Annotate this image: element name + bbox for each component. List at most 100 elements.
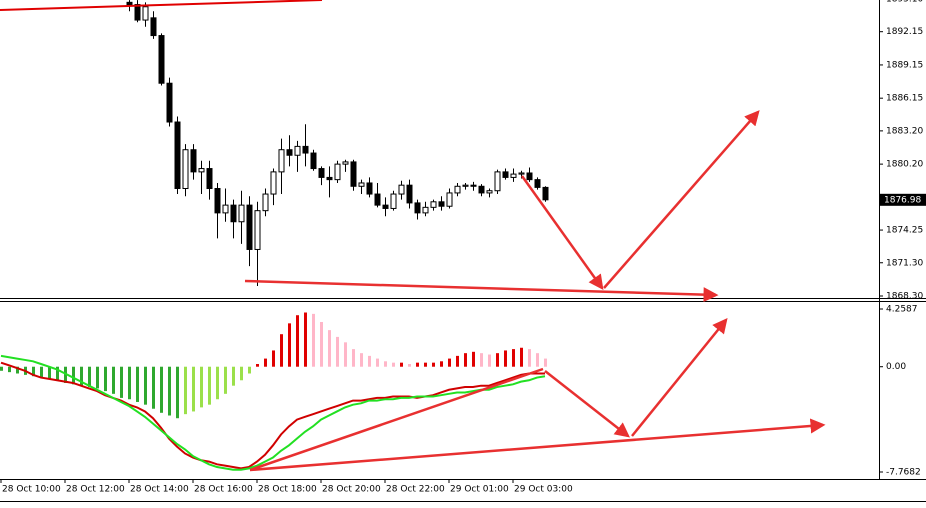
- candle-body: [126, 1, 133, 6]
- candle-body: [246, 204, 253, 250]
- histogram-bar: [104, 366, 107, 392]
- candle-body: [174, 121, 181, 190]
- histogram-bar: [320, 321, 323, 367]
- histogram-bar: [512, 349, 515, 367]
- candle-body: [358, 182, 365, 187]
- histogram-bar: [168, 366, 171, 416]
- candle-body: [222, 204, 229, 214]
- histogram-bar: [96, 366, 99, 389]
- histogram-bar: [488, 354, 491, 367]
- candle-body: [134, 4, 141, 21]
- histogram-bar: [504, 350, 507, 367]
- histogram-bar: [208, 366, 211, 405]
- candle-body: [342, 161, 349, 165]
- candle-body: [510, 173, 517, 178]
- drawings: [0, 0, 826, 472]
- candle-body: [310, 152, 317, 170]
- arrow: [244, 279, 719, 303]
- histogram-bar: [440, 361, 443, 367]
- histogram-bar: [304, 312, 307, 367]
- histogram-bar: [152, 366, 155, 409]
- histogram-bar: [456, 355, 459, 367]
- candle-body: [334, 163, 341, 181]
- histogram-bar: [336, 336, 339, 367]
- candle-body: [478, 185, 485, 194]
- y-tick-label: 1880.20: [886, 160, 923, 170]
- candle-body: [182, 149, 189, 190]
- marks: [0, 0, 549, 471]
- trend-line: [0, 0, 323, 11]
- trend-line: [249, 367, 544, 472]
- candle-body: [238, 204, 245, 223]
- histogram-bar: [248, 366, 251, 374]
- x-tick-label: 29 Oct 03:00: [514, 485, 573, 495]
- histogram-bar: [280, 334, 283, 367]
- x-tick-label: 28 Oct 18:00: [258, 485, 317, 495]
- x-tick-label: 28 Oct 12:00: [66, 485, 125, 495]
- histogram-bar: [200, 366, 203, 408]
- candle-body: [158, 35, 165, 84]
- y-tick-label: 1871.30: [886, 258, 923, 268]
- candle-body: [398, 184, 405, 195]
- histogram-bar: [256, 364, 259, 367]
- histogram-bar: [184, 366, 187, 415]
- x-tick-label: 28 Oct 22:00: [386, 485, 445, 495]
- candle-body: [318, 168, 325, 178]
- y-tick-label: 4.2587: [886, 305, 918, 315]
- candle-body: [390, 193, 397, 209]
- histogram-bar: [360, 353, 363, 367]
- candle-body: [366, 182, 373, 195]
- histogram-bar: [8, 366, 11, 373]
- y-tick-label: 1895.10: [886, 0, 923, 5]
- candle-body: [286, 149, 293, 156]
- histogram-bar: [432, 362, 435, 367]
- histogram-bar: [136, 366, 139, 402]
- candle-body: [262, 193, 269, 212]
- x-tick-label: 29 Oct 01:00: [450, 485, 509, 495]
- candle-body: [542, 186, 549, 201]
- histogram-bar: [224, 366, 227, 394]
- histogram-bar: [232, 366, 235, 386]
- candle-body: [230, 204, 237, 223]
- candle-body: [430, 201, 437, 208]
- histogram-bar: [416, 362, 419, 367]
- histogram-bar: [144, 366, 147, 405]
- candle-body: [502, 171, 509, 178]
- histogram-bar: [120, 366, 123, 398]
- histogram-bar: [128, 366, 131, 400]
- arrow: [544, 370, 630, 438]
- candle-body: [198, 168, 205, 173]
- y-tick-label: 0.00: [886, 362, 906, 372]
- histogram-bar: [216, 366, 219, 400]
- y-tick-label: 1868.30: [886, 292, 923, 302]
- histogram-bar: [368, 355, 371, 367]
- histogram-bar: [40, 366, 43, 378]
- current-price-label: 1876.98: [884, 195, 921, 205]
- candle-body: [206, 168, 213, 190]
- histogram-bar: [496, 353, 499, 367]
- histogram-bar: [480, 353, 483, 367]
- histogram-bar: [48, 366, 51, 379]
- histogram-bar: [80, 366, 83, 386]
- y-tick-label: 1886.15: [886, 94, 923, 104]
- histogram-bar: [424, 362, 427, 367]
- candle-body: [190, 149, 197, 173]
- candle-body: [278, 149, 285, 173]
- macd-line: [0, 354, 546, 471]
- candle-body: [350, 161, 357, 187]
- candle-body: [414, 202, 421, 214]
- histogram-bar: [160, 366, 163, 413]
- arrow: [520, 175, 604, 291]
- candle-body: [142, 6, 149, 21]
- y-tick-label: 1874.25: [886, 226, 923, 236]
- candle-body: [438, 201, 445, 207]
- candle-body: [166, 82, 173, 123]
- histogram-bar: [448, 358, 451, 367]
- candle-body: [462, 184, 469, 187]
- histogram-bar: [288, 323, 291, 367]
- candle-body: [326, 176, 333, 181]
- candle-body: [526, 172, 533, 181]
- histogram-bar: [176, 366, 179, 419]
- candle-body: [214, 188, 221, 214]
